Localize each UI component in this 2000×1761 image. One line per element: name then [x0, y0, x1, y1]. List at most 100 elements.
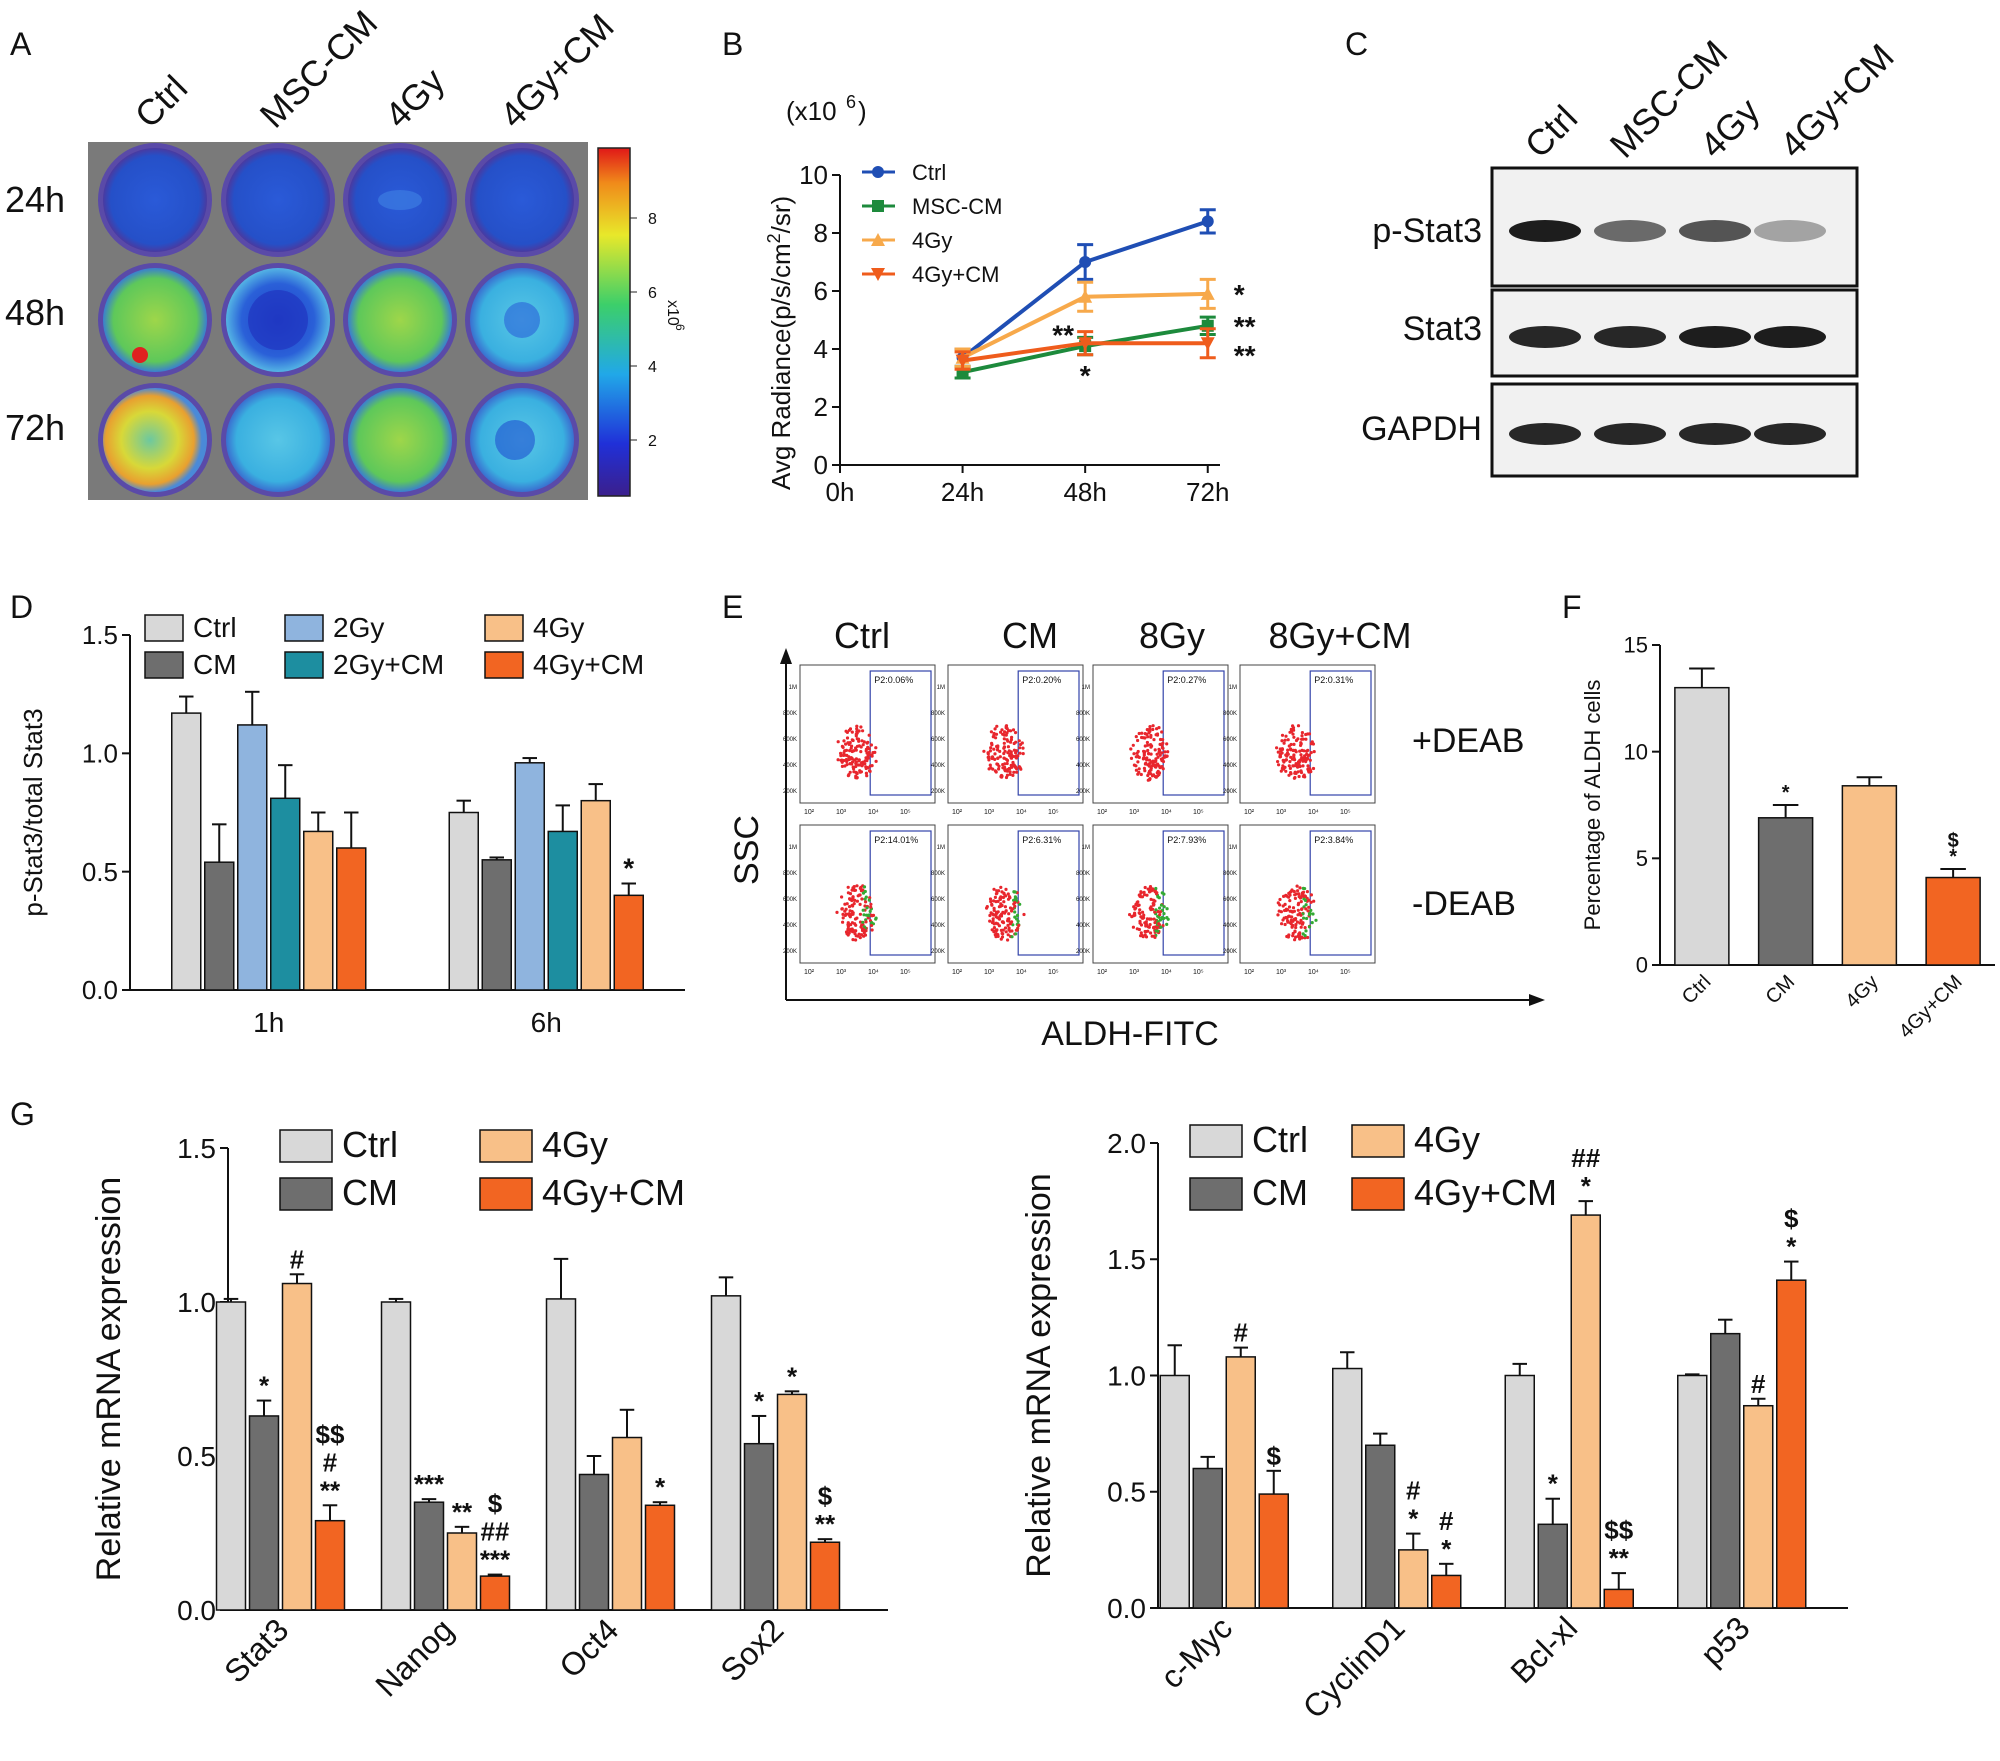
flow-plot-frame — [1092, 664, 1229, 804]
flow-event — [1291, 906, 1296, 910]
flow-event — [1286, 935, 1290, 939]
y-tick-label: 1.5 — [1107, 1244, 1146, 1275]
flow-event — [1008, 770, 1012, 774]
legend-label-4gy: 4Gy — [912, 228, 952, 253]
flow-event — [1303, 894, 1307, 898]
flow-event — [1307, 732, 1312, 736]
bar-bcl-xl-ctrl — [1504, 1374, 1535, 1609]
flow-event — [1134, 764, 1138, 768]
significance-mark: * — [1581, 1171, 1592, 1201]
flow-event — [1006, 923, 1010, 928]
flow-event — [1004, 887, 1008, 892]
colorbar-frame — [597, 147, 631, 497]
flow-event — [1136, 772, 1140, 776]
flow-y-tick: 200K — [1223, 949, 1237, 955]
flow-event — [1278, 897, 1282, 902]
flow-event — [1299, 918, 1303, 923]
flow-event — [840, 764, 845, 769]
y-tick-label: 15 — [1624, 633, 1648, 658]
legend-label-4gy-cm: 4Gy+CM — [912, 262, 999, 287]
flow-event — [1288, 921, 1292, 925]
flow-event — [1152, 773, 1156, 777]
flow-event — [1015, 917, 1019, 921]
y-tick-label: 8 — [814, 218, 828, 248]
flow-event — [854, 762, 858, 766]
point-ctrl — [1079, 256, 1092, 268]
flow-event — [1165, 742, 1169, 746]
flow-y-tick: 1M — [789, 845, 797, 851]
flow-event — [859, 750, 863, 754]
legend-swatch-4gy — [484, 614, 524, 642]
flow-event — [996, 899, 1000, 904]
flow-event — [1015, 913, 1020, 918]
flow-event — [1140, 731, 1144, 735]
bar-bcl-xl-4gy-cm — [1603, 1588, 1634, 1609]
category-label-ctrl: Ctrl — [1678, 971, 1716, 1009]
flow-x-tick: 10³ — [1129, 969, 1140, 976]
flow-y-tick: 800K — [931, 871, 945, 877]
flow-event — [1158, 910, 1162, 914]
flow-event — [869, 743, 874, 747]
legend-label-4gy: 4Gy — [533, 612, 584, 643]
bar-nanog-4gy-cm — [479, 1575, 511, 1611]
bar-cyclind1-4gy — [1398, 1549, 1429, 1609]
flow-event — [858, 936, 862, 940]
legend-label-cm: CM — [1252, 1172, 1308, 1213]
flow-event — [1010, 935, 1014, 939]
flow-gate-percent: P2:6.31% — [1022, 835, 1061, 845]
flow-event — [992, 908, 996, 913]
flow-event — [1161, 767, 1165, 771]
flow-event — [1131, 925, 1135, 929]
flow-event — [1148, 917, 1152, 921]
flow-event — [1303, 775, 1307, 779]
flow-event — [1154, 908, 1158, 912]
flow-event — [1281, 918, 1285, 922]
flow-event — [1299, 753, 1303, 757]
flow-event — [1285, 754, 1289, 758]
y-tick-label: 0.0 — [177, 1595, 216, 1626]
y-tick-label: 1.0 — [177, 1287, 216, 1318]
flow-x-tick: 10⁴ — [1161, 969, 1172, 976]
bar-6h-4gy-cm — [613, 894, 644, 991]
significance-mark: * — [1782, 782, 1790, 804]
flow-event — [1306, 909, 1310, 913]
flow-event — [1003, 911, 1007, 915]
flow-event — [994, 732, 999, 736]
flow-event — [854, 764, 858, 769]
point-4gy-cm — [955, 354, 970, 368]
flow-event — [994, 913, 998, 917]
y-axis-label: Relative mRNA expression — [90, 1177, 128, 1581]
flow-event — [989, 746, 993, 750]
legend-swatch-4gy-cm — [484, 651, 524, 679]
significance-mark: * — [754, 1386, 765, 1416]
legend-swatch-4gy-cm — [1351, 1177, 1405, 1211]
flow-event — [1136, 900, 1140, 904]
flow-event — [1002, 746, 1006, 750]
flow-event — [1286, 738, 1290, 742]
flow-event — [1004, 930, 1008, 934]
flow-event — [1021, 746, 1025, 750]
plate-well — [103, 388, 207, 492]
flow-event — [1147, 769, 1152, 773]
flow-event — [1287, 764, 1291, 768]
legend-swatch-4gy — [479, 1129, 533, 1163]
flow-event — [1006, 933, 1010, 937]
flow-event — [1155, 727, 1159, 731]
flow-event — [998, 755, 1002, 759]
flow-event — [1014, 731, 1018, 735]
bar-p53-cm — [1710, 1332, 1741, 1609]
y-tick-label: 0.5 — [82, 857, 118, 887]
flow-event — [1142, 893, 1147, 897]
flow-event — [1013, 890, 1017, 894]
flow-event — [1296, 724, 1301, 728]
flow-event — [871, 913, 876, 918]
bar-4gy-cm-value — [1925, 876, 1981, 966]
flow-event — [870, 928, 874, 932]
flow-event — [869, 905, 873, 909]
flow-event — [1014, 751, 1018, 755]
panel-a-row-labels: 24h 48h 72h — [5, 179, 65, 448]
flow-event — [1008, 772, 1012, 777]
flow-event — [1290, 924, 1294, 928]
blot-band — [1509, 423, 1581, 445]
flow-event — [1308, 758, 1312, 762]
